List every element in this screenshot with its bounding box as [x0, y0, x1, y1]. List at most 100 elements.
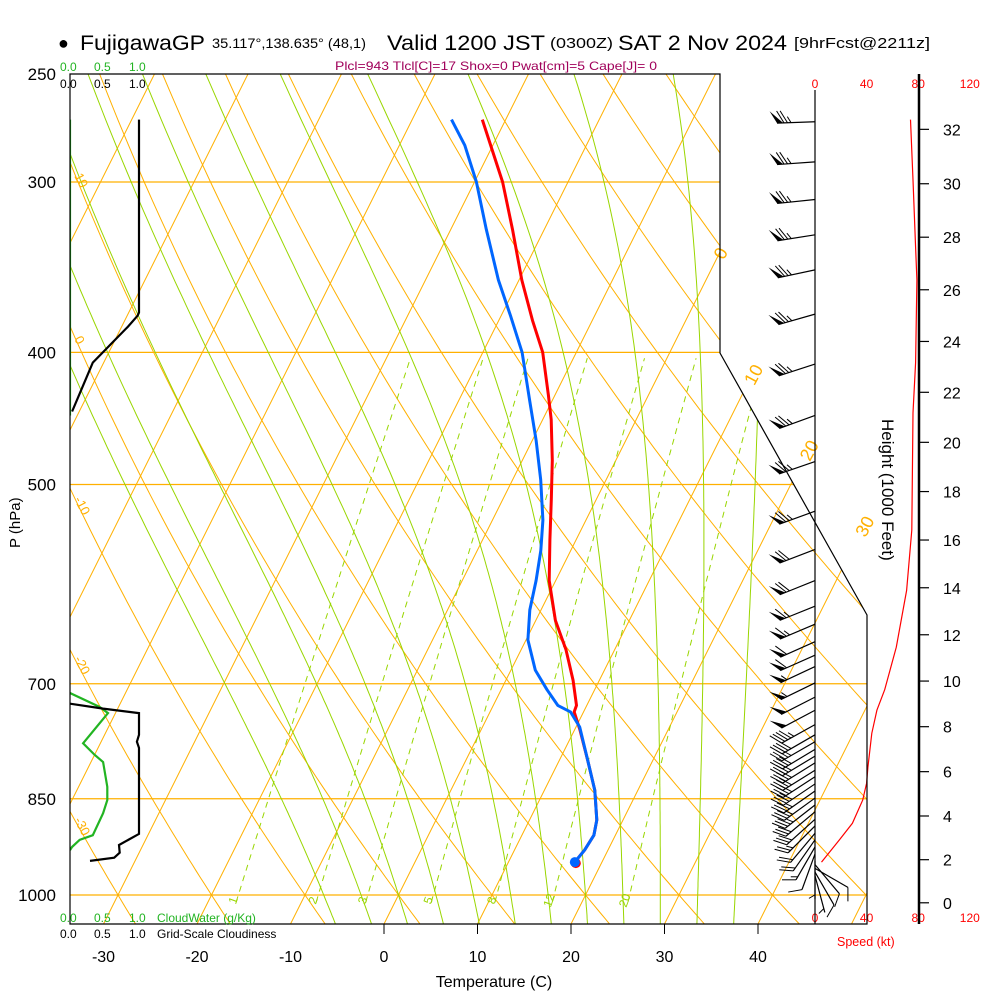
- dry-adiabat-line: [338, 74, 867, 924]
- wind-barb-feather: [776, 810, 791, 817]
- wind-barb-flag: [768, 586, 786, 595]
- wind-barb-feather: [775, 749, 789, 758]
- wind-barb: [771, 804, 816, 829]
- cloudiness-tick: 0.0: [60, 927, 77, 941]
- mixing-ratio-line: [627, 358, 765, 903]
- cloudwater-tick: 0.0: [60, 911, 77, 925]
- wind-barb: [768, 264, 816, 279]
- wind-barb-staff: [785, 811, 816, 837]
- wind-barb: [769, 151, 816, 166]
- height-tick-label: 30: [943, 177, 961, 194]
- utc-time: (0300Z): [550, 35, 613, 52]
- wind-barb-flag: [768, 611, 786, 621]
- wind-barb: [769, 110, 816, 124]
- wind-barb-staff: [782, 776, 816, 798]
- wind-barb-half-feather: [786, 366, 793, 372]
- wind-barb-feather: [775, 837, 790, 843]
- wind-barb-feather: [778, 741, 792, 749]
- wind-barb-feather: [775, 742, 789, 751]
- height-tick-label: 2: [943, 853, 952, 870]
- wind-barb-feather: [774, 416, 787, 427]
- wind-barb-staff: [777, 198, 816, 205]
- wind-barb-staff: [801, 853, 816, 890]
- isotherm-line: [89, 74, 542, 924]
- wind-barb-staff: [786, 818, 816, 846]
- temperature-tick-label: -20: [185, 949, 208, 966]
- wind-barb-feather: [779, 777, 792, 786]
- wind-barb-staff: [787, 825, 816, 854]
- mixing-ratio-label: 12: [540, 891, 558, 909]
- wind-barb-half-feather: [786, 315, 793, 322]
- moist-adiabat-line: [70, 74, 382, 924]
- wind-barb-feather: [775, 191, 785, 204]
- wind-barb-feather: [774, 583, 787, 593]
- wind-barb-feather: [778, 550, 790, 560]
- wind-barb: [768, 510, 816, 525]
- cloud-water-profile: [70, 692, 110, 851]
- wind-barb-half-feather: [785, 803, 793, 808]
- valid-time: Valid 1200 JST: [387, 32, 545, 55]
- wind-barb-feather: [774, 551, 787, 561]
- pressure-tick-label: 250: [28, 65, 56, 84]
- wind-barb-staff: [782, 762, 816, 784]
- wind-barb-feather: [771, 814, 785, 821]
- wind-barb-feather: [778, 227, 789, 240]
- height-tick-label: 18: [943, 485, 961, 502]
- moist-adiabat-line: [565, 74, 661, 924]
- height-tick-label: 16: [943, 533, 961, 550]
- wind-barb-staff: [783, 797, 816, 821]
- wind-barb-half-feather: [786, 269, 792, 276]
- wind-barb-staff: [782, 755, 816, 777]
- height-tick-label: 0: [943, 896, 952, 913]
- dry-adiabat-label: -30: [71, 814, 93, 838]
- height-tick-label: 4: [943, 809, 952, 826]
- wind-barb-feather: [779, 792, 793, 800]
- cloudwater-tick-top: 0.5: [94, 60, 111, 74]
- wind-barb-half-feather: [786, 232, 792, 239]
- pressure-tick-label: 1000: [18, 886, 56, 905]
- wind-barb-half-feather: [783, 611, 790, 617]
- wind-barb-staff: [778, 363, 816, 377]
- wind-barb-feather: [778, 763, 792, 771]
- cloudiness-tick-top: 0.0: [60, 77, 77, 91]
- wind-barb-flag: [769, 152, 784, 165]
- forecast-info: [9hrFcst@2211z]: [794, 35, 930, 52]
- wind-barb-feather: [769, 753, 783, 762]
- wind-barb-feather: [778, 362, 790, 373]
- wind-barb-feather: [778, 581, 790, 592]
- wind-barb-flag: [768, 464, 785, 474]
- speed-axis-title: Speed (kt): [837, 935, 895, 949]
- cloudiness-tick-top: 1.0: [129, 77, 146, 91]
- mixing-ratio-label: 1: [225, 895, 241, 906]
- station-coords: 35.117°,138.635° (48,1): [212, 35, 366, 51]
- pressure-tick-label: 400: [28, 343, 56, 362]
- cloudiness-profile: [70, 702, 141, 862]
- wind-barb-staff: [777, 234, 816, 242]
- wind-barb-staff: [779, 579, 816, 596]
- wind-barb: [814, 864, 840, 908]
- wind-barb-staff: [777, 269, 816, 279]
- height-tick-label: 10: [943, 674, 961, 691]
- pressure-tick-label: 850: [28, 790, 56, 809]
- wind-barb-feather: [775, 228, 785, 240]
- wind-barb-feather: [777, 818, 791, 825]
- wind-barb-feather: [775, 732, 789, 741]
- wind-barb-half-feather: [786, 116, 792, 123]
- isotherm-line: [182, 74, 635, 924]
- mixing-ratio-label: 20: [616, 891, 634, 909]
- wind-barb: [814, 875, 826, 914]
- moist-adiabat-line: [132, 74, 486, 924]
- wind-barb-half-feather: [783, 630, 790, 636]
- height-tick-label: 14: [943, 581, 961, 598]
- pressure-tick-label: 500: [28, 476, 56, 495]
- wind-barb-staff: [780, 696, 816, 715]
- wind-barb-feather: [774, 608, 787, 619]
- isotherm-line: [70, 74, 261, 924]
- wind-barb-flag: [768, 648, 786, 658]
- wind-barb-half-feather: [786, 845, 794, 849]
- dry-adiabat-line: [70, 74, 250, 924]
- dry-adiabat-line: [152, 74, 730, 924]
- wind-barb: [768, 190, 816, 205]
- temperature-axis-title: Temperature (C): [436, 974, 552, 991]
- wind-barb-feather: [779, 770, 792, 778]
